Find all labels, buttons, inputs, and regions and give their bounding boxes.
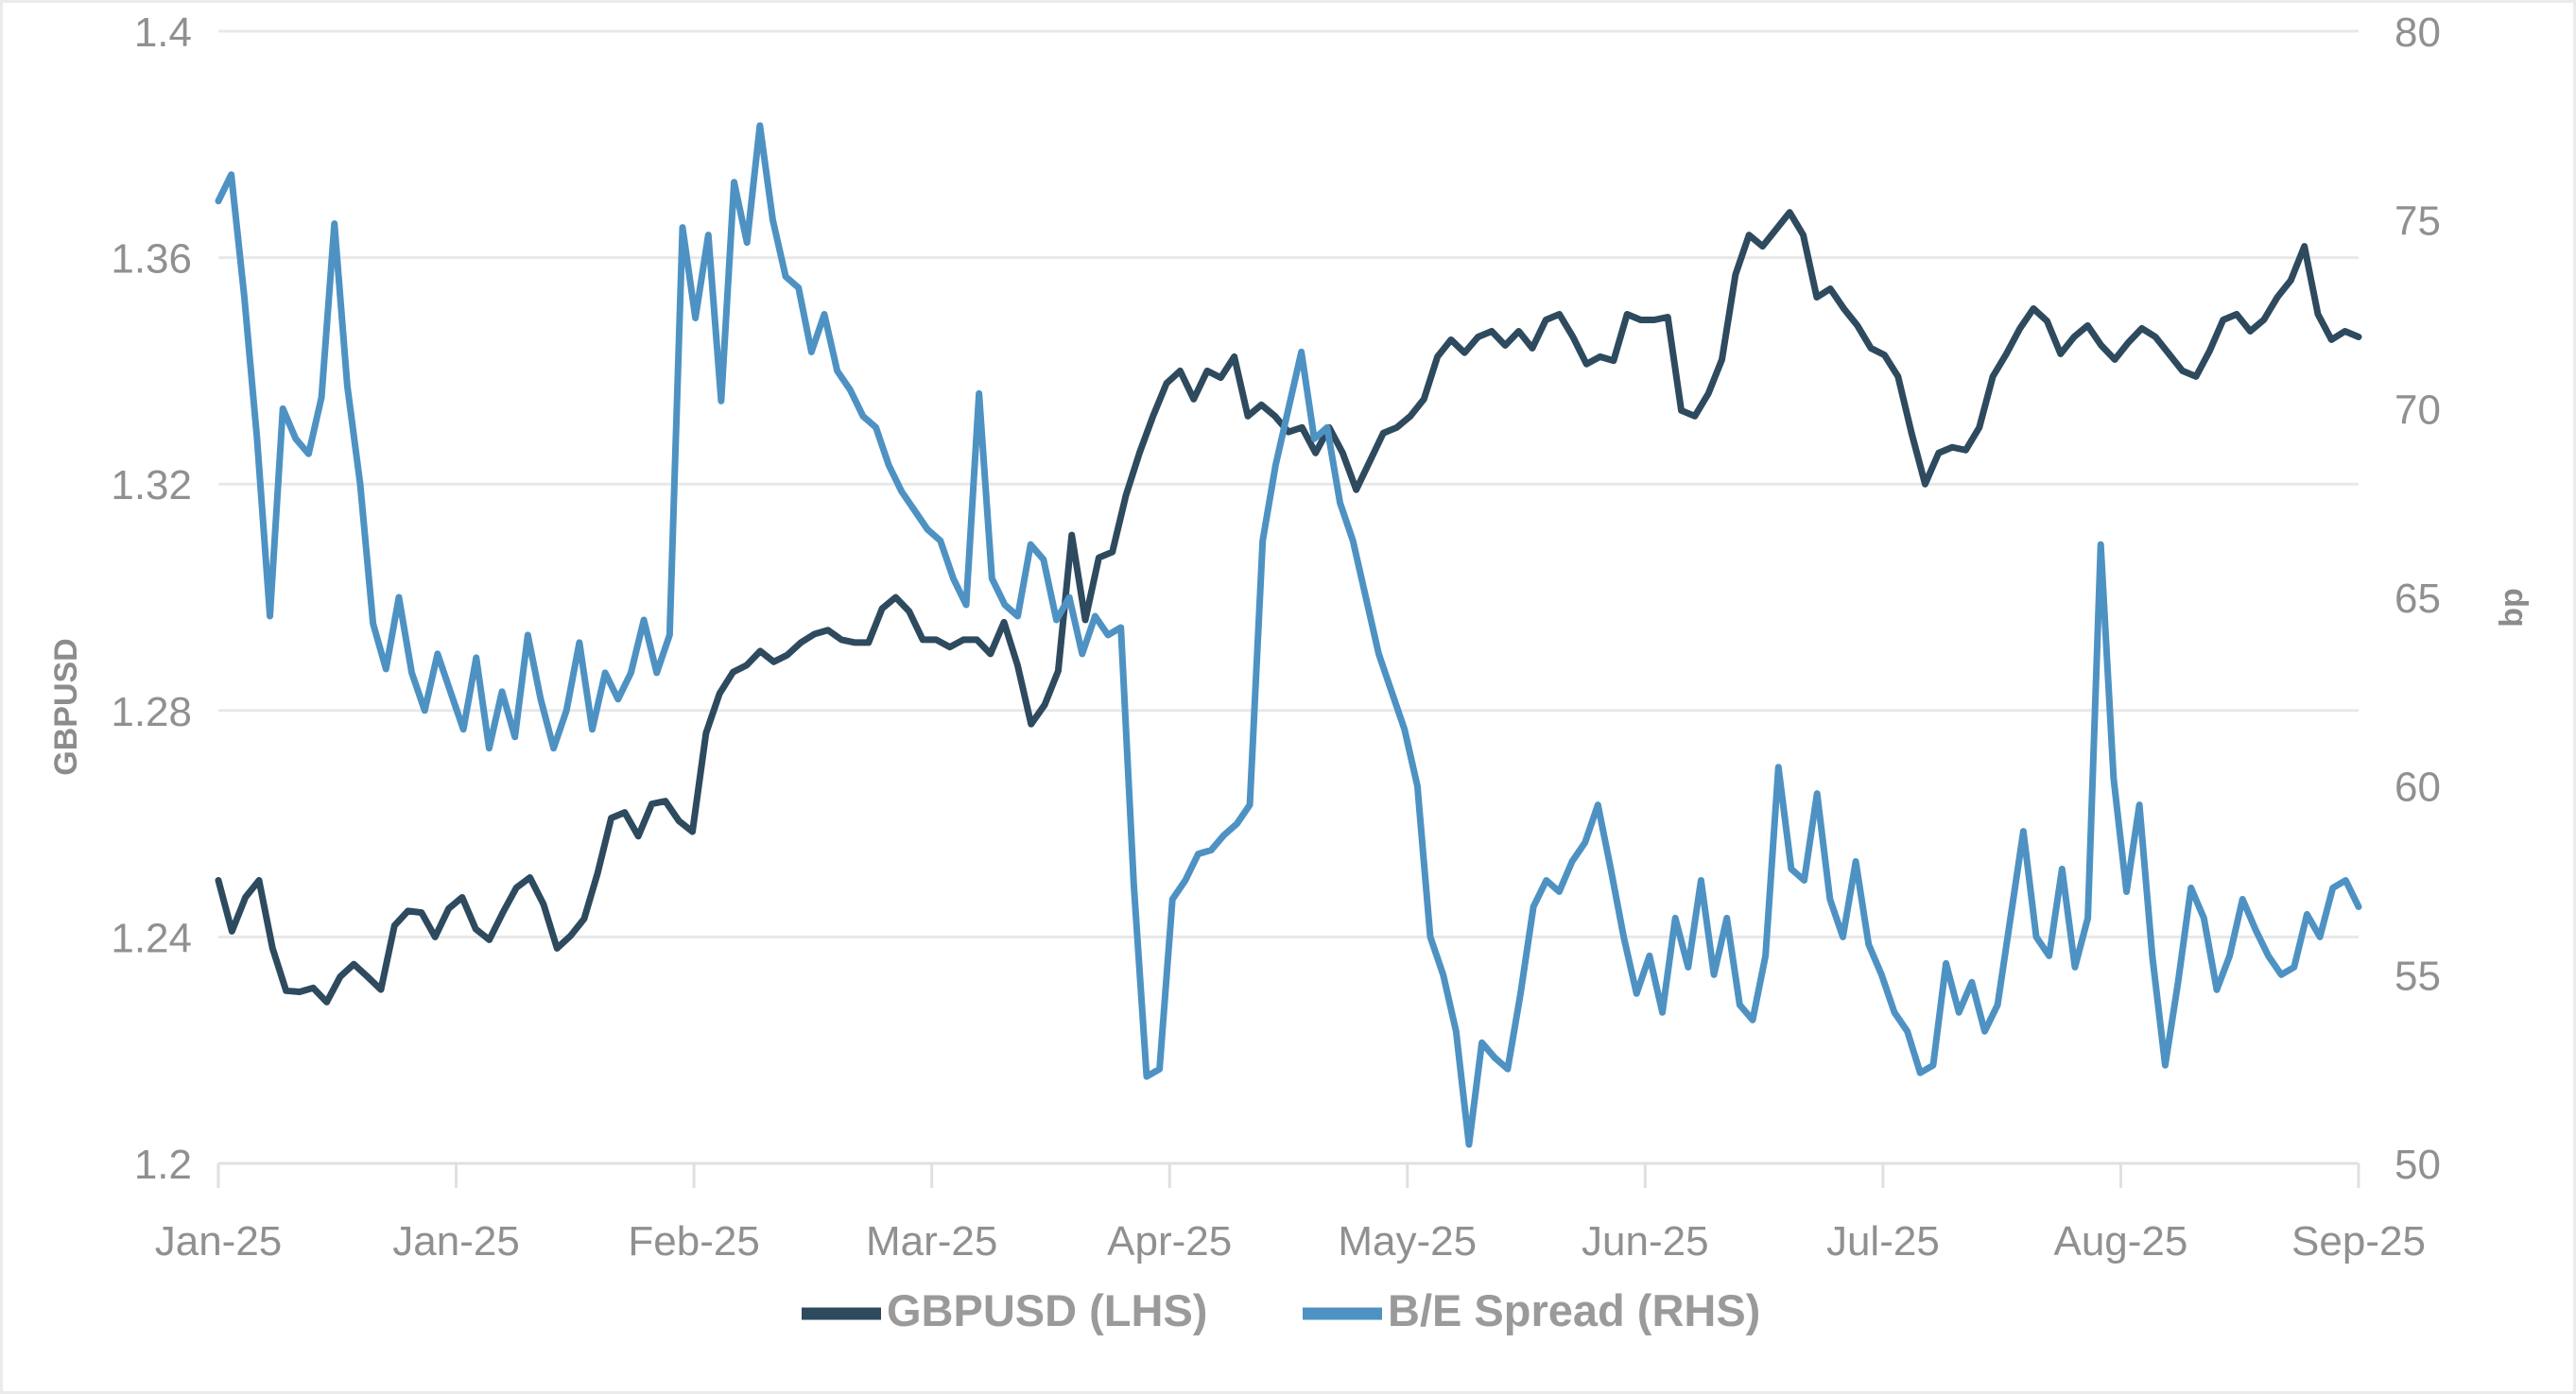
left-axis-tick-label: 1.2 <box>134 1142 192 1188</box>
axis-tickmarks <box>216 1163 2360 1188</box>
chart-plot-area: 1.2 1.24 1.28 1.32 1.36 1.4 50 55 60 65 70 75 80 Ja… <box>48 9 2530 1335</box>
left-axis-tick-labels: 1.2 1.24 1.28 1.32 1.36 1.4 <box>111 9 192 1188</box>
x-tick-label: Jan-25 <box>392 1218 520 1265</box>
left-axis-tick-label: 1.4 <box>134 9 192 56</box>
right-axis-tick-label: 80 <box>2394 9 2441 56</box>
legend-label: B/E Spread (RHS) <box>1388 1285 1760 1335</box>
right-axis-title: bp <box>2494 588 2530 628</box>
legend-label: GBPUSD (LHS) <box>887 1285 1207 1335</box>
x-tick-label: Sep-25 <box>2291 1218 2426 1265</box>
left-axis-title: GBPUSD <box>48 638 84 775</box>
x-tick-label: Jun-25 <box>1582 1218 1709 1265</box>
x-tick-label: May-25 <box>1338 1218 1477 1265</box>
x-axis-tick-labels: Jan-25 Jan-25 Feb-25 Mar-25 Apr-25 May-25 Jun-… <box>155 1218 2426 1265</box>
series-line-gbpusd <box>215 209 2362 1006</box>
right-axis-tick-labels: 50 55 60 65 70 75 80 <box>2394 9 2441 1188</box>
x-tick-label: Apr-25 <box>1107 1218 1232 1265</box>
series-line-be-spread <box>215 122 2362 1148</box>
left-axis-tick-label: 1.28 <box>111 689 192 735</box>
right-axis-tick-label: 70 <box>2394 387 2441 433</box>
right-axis-tick-label: 75 <box>2394 198 2441 245</box>
chart-legend: GBPUSD (LHS) B/E Spread (RHS) <box>802 1285 1760 1335</box>
x-tick-label: Aug-25 <box>2053 1218 2187 1265</box>
right-axis-tick-label: 60 <box>2394 765 2441 811</box>
x-tick-label: Mar-25 <box>866 1218 997 1265</box>
right-axis-tick-label: 50 <box>2394 1142 2441 1188</box>
x-tick-label: Jul-25 <box>1826 1218 1940 1265</box>
data-series <box>215 122 2362 1148</box>
right-axis-tick-label: 65 <box>2394 576 2441 622</box>
left-axis-tick-label: 1.36 <box>111 236 192 283</box>
x-tick-label: Jan-25 <box>155 1218 283 1265</box>
left-axis-tick-label: 1.24 <box>111 915 192 961</box>
right-axis-tick-label: 55 <box>2394 953 2441 999</box>
gridlines <box>218 29 2359 938</box>
left-axis-tick-label: 1.32 <box>111 462 192 508</box>
x-tick-label: Feb-25 <box>628 1218 759 1265</box>
